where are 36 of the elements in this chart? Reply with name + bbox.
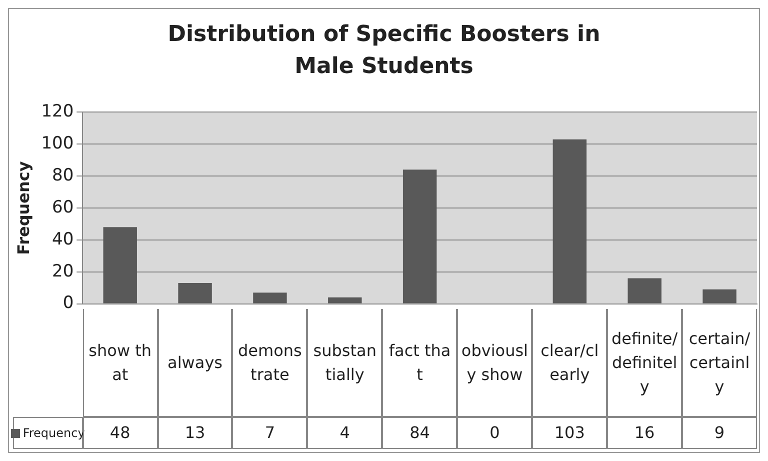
y-tick-label: 0 — [62, 293, 74, 314]
data-label: 4 — [307, 417, 382, 449]
bar — [402, 170, 437, 304]
bar — [328, 297, 362, 304]
legend-label: Frequency — [22, 426, 85, 440]
x-tick-label: always — [158, 309, 232, 417]
bar — [103, 227, 137, 304]
bar — [702, 289, 736, 304]
x-tick-label: fact that — [382, 309, 458, 417]
data-label: 103 — [532, 417, 608, 449]
bar — [628, 278, 662, 304]
x-tick-label: substantially — [307, 309, 382, 417]
y-tick-label: 20 — [52, 261, 74, 282]
x-tick-label: demonstrate — [232, 309, 308, 417]
y-tick-label: 80 — [52, 165, 74, 186]
y-tick-label: 100 — [41, 134, 74, 154]
data-label: 13 — [158, 417, 232, 449]
data-label: 84 — [382, 417, 458, 449]
x-tick-label: clear/clearly — [532, 309, 608, 417]
y-tick-label: 40 — [52, 229, 74, 250]
data-label: 9 — [682, 417, 757, 449]
x-tick-label: show that — [82, 309, 158, 417]
y-axis-title: Frequency — [14, 160, 33, 255]
bar — [253, 292, 287, 304]
chart-title: Distribution of Specific Boosters in Male Students — [166, 21, 602, 81]
data-label: 0 — [457, 417, 532, 449]
data-label: 48 — [110, 423, 130, 442]
data-label: 7 — [232, 417, 308, 449]
x-tick-label: obviously show — [457, 309, 532, 417]
y-tick-label: 120 — [41, 102, 74, 122]
bar — [552, 139, 587, 304]
bar — [178, 283, 212, 304]
x-tick-label: certain/certainly — [682, 309, 757, 417]
x-tick-label: definite/definitely — [607, 309, 682, 417]
data-label: 16 — [607, 417, 682, 449]
y-tick-label: 60 — [52, 197, 74, 218]
